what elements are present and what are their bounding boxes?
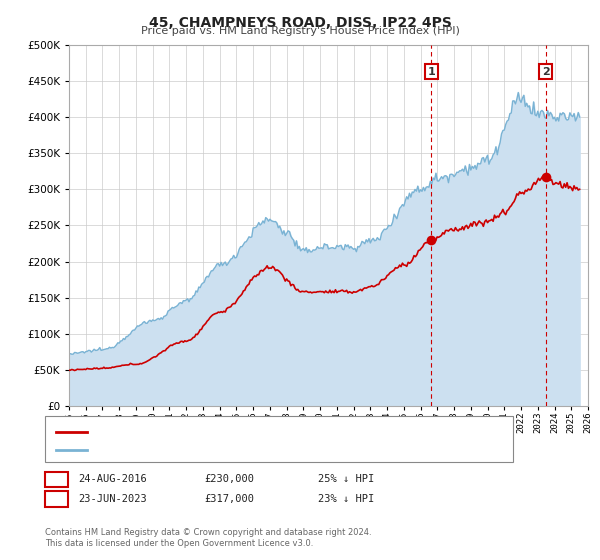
Text: £230,000: £230,000 [204,474,254,484]
Text: 45, CHAMPNEYS ROAD, DISS, IP22 4PS: 45, CHAMPNEYS ROAD, DISS, IP22 4PS [149,16,451,30]
Text: Contains HM Land Registry data © Crown copyright and database right 2024.
This d: Contains HM Land Registry data © Crown c… [45,528,371,548]
Text: 25% ↓ HPI: 25% ↓ HPI [318,474,374,484]
Text: 2: 2 [53,494,60,504]
Text: Price paid vs. HM Land Registry's House Price Index (HPI): Price paid vs. HM Land Registry's House … [140,26,460,36]
Text: 23% ↓ HPI: 23% ↓ HPI [318,494,374,504]
Text: 2: 2 [542,67,550,77]
Text: HPI: Average price, detached house, South Norfolk: HPI: Average price, detached house, Sout… [91,445,343,455]
Text: 1: 1 [428,67,436,77]
Text: 24-AUG-2016: 24-AUG-2016 [78,474,147,484]
Text: £317,000: £317,000 [204,494,254,504]
Text: 45, CHAMPNEYS ROAD, DISS, IP22 4PS (detached house): 45, CHAMPNEYS ROAD, DISS, IP22 4PS (deta… [91,427,374,437]
Text: 1: 1 [53,474,60,484]
Text: 23-JUN-2023: 23-JUN-2023 [78,494,147,504]
